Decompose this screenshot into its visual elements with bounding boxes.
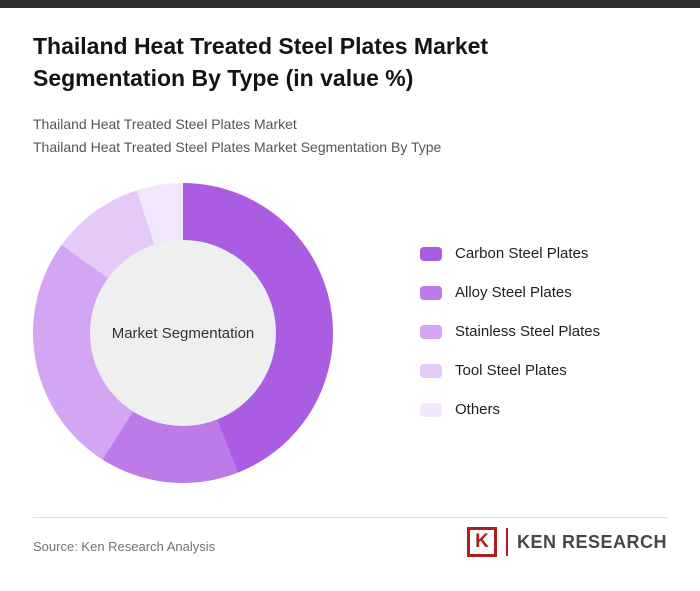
legend-item: Carbon Steel Plates [420,245,600,262]
page-title: Thailand Heat Treated Steel Plates Marke… [33,33,489,91]
subtitle-line-1: Thailand Heat Treated Steel Plates Marke… [33,116,297,132]
legend-swatch [420,324,442,339]
logo-k-letter: K [475,531,489,552]
legend-label: Alloy Steel Plates [455,284,572,301]
donut-chart: Market Segmentation [33,183,333,483]
legend-swatch [420,402,442,417]
ken-research-logo: K KEN RESEARCH [466,527,667,557]
legend-label: Stainless Steel Plates [455,323,601,340]
legend-item: Alloy Steel Plates [420,284,600,301]
legend-label: Tool Steel Plates [455,362,567,379]
legend-item: Stainless Steel Plates [420,323,601,340]
logo-k-icon: K [466,527,497,557]
subtitle-block: Thailand Heat Treated Steel Plates Marke… [33,113,441,159]
legend-swatch [420,285,442,300]
legend-swatch [420,363,442,378]
legend-item: Others [420,401,600,418]
legend-swatch [420,246,442,261]
legend-label: Carbon Steel Plates [455,245,589,262]
top-accent-bar [0,0,700,8]
donut-center-circle: Market Segmentation [90,240,276,426]
chart-legend: Carbon Steel Plates Alloy Steel Plates S… [420,245,601,441]
legend-label: Others [455,401,501,418]
legend-item: Tool Steel Plates [420,362,600,379]
logo-separator [505,528,508,556]
footer-divider [33,517,667,518]
source-note: Source: Ken Research Analysis [33,539,216,554]
logo-brand-text: KEN RESEARCH [516,531,667,552]
subtitle-line-2: Thailand Heat Treated Steel Plates Marke… [33,139,442,155]
donut-center-label: Market Segmentation [111,324,255,342]
